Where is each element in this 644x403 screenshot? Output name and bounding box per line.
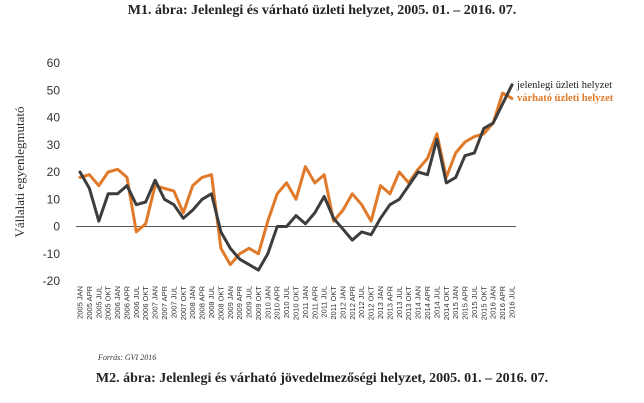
x-axis: 2005 JAN 2005 APR 2005 JUL 2005 OKT 2006 JAN… [76,285,517,320]
x-tick-label: 2013 JUL [395,286,404,318]
x-tick-label: 2009 JAN [226,286,235,319]
x-tick-label: 2011 JAN [301,286,310,318]
y-tick-label: -10 [43,247,61,261]
x-tick-label: 2010 JUL [282,286,291,318]
x-tick-label: 2011 JUL [320,286,329,318]
x-tick-label: 2011 APR [310,285,319,319]
x-tick-label: 2006 APR [122,285,131,319]
legend-label-expected: várható üzleti helyzet [517,93,614,104]
chart-title: M1. ábra: Jelenlegi és várható üzleti he… [127,3,517,18]
x-tick-label: 2013 APR [385,285,394,319]
x-tick-label: 2009 JUL [245,286,254,318]
y-axis: -20 -10 0 10 20 30 40 50 60 [43,56,61,288]
x-tick-label: 2007 OKT [179,286,188,321]
x-tick-label: 2008 APR [198,285,207,319]
x-tick-label: 2008 JUL [207,286,216,318]
x-tick-label: 2008 JAN [188,286,197,319]
source-note: Forrás: GVI 2016 [98,353,157,362]
series-group [78,83,514,272]
x-tick-label: 2015 APR [461,285,470,319]
x-tick-label: 2009 OKT [254,286,263,321]
legend-label-current: jelenlegi üzleti helyzet [516,80,612,91]
y-tick-label: 10 [47,192,61,206]
x-tick-label: 2005 APR [85,285,94,319]
series-line-expected [78,91,514,267]
series-line-current [78,83,514,272]
x-tick-label: 2007 JAN [151,286,160,319]
x-tick-label: 2007 APR [160,285,169,319]
x-tick-label: 2005 JUL [94,286,103,318]
x-tick-label: 2013 OKT [404,286,413,321]
y-tick-label: -20 [43,274,61,288]
x-tick-label: 2016 JUL [508,286,517,318]
x-tick-label: 2006 OKT [141,286,150,321]
x-tick-label: 2012 APR [348,285,357,319]
x-tick-label: 2014 APR [423,285,432,319]
legend: jelenlegi üzleti helyzet várható üzleti h… [516,80,614,104]
x-tick-label: 2014 OKT [442,286,451,321]
x-tick-label: 2010 JAN [263,286,272,319]
x-tick-label: 2015 OKT [479,286,488,321]
x-tick-label: 2015 JAN [451,286,460,319]
y-tick-label: 60 [47,56,61,70]
x-tick-label: 2016 APR [498,285,507,319]
x-tick-label: 2009 APR [235,285,244,319]
x-tick-label: 2014 JAN [414,286,423,319]
x-tick-label: 2012 JUL [357,286,366,318]
x-tick-label: 2015 JUL [470,286,479,318]
x-tick-label: 2011 OKT [329,286,338,320]
y-tick-label: 50 [47,83,61,97]
y-tick-label: 0 [53,220,60,234]
x-tick-label: 2012 OKT [367,286,376,321]
x-tick-label: 2006 JUL [132,286,141,318]
x-tick-label: 2005 JAN [76,286,85,319]
x-tick-label: 2006 JAN [113,286,122,319]
x-tick-label: 2005 OKT [104,286,113,321]
x-tick-label: 2010 OKT [292,286,301,321]
y-tick-label: 30 [47,138,61,152]
x-tick-label: 2007 JUL [169,286,178,318]
x-tick-label: 2008 OKT [216,286,225,321]
x-tick-label: 2010 APR [273,285,282,319]
x-tick-label: 2013 JAN [376,286,385,319]
x-tick-label: 2014 JUL [432,286,441,318]
y-tick-label: 20 [47,165,61,179]
x-tick-label: 2016 JAN [489,286,498,319]
x-tick-label: 2012 JAN [338,286,347,319]
y-tick-label: 40 [47,111,61,125]
y-axis-label: Vállalati egyenlegmutató [12,106,27,237]
next-figure-title: M2. ábra: Jelenlegi és várható jövedelme… [95,371,549,386]
